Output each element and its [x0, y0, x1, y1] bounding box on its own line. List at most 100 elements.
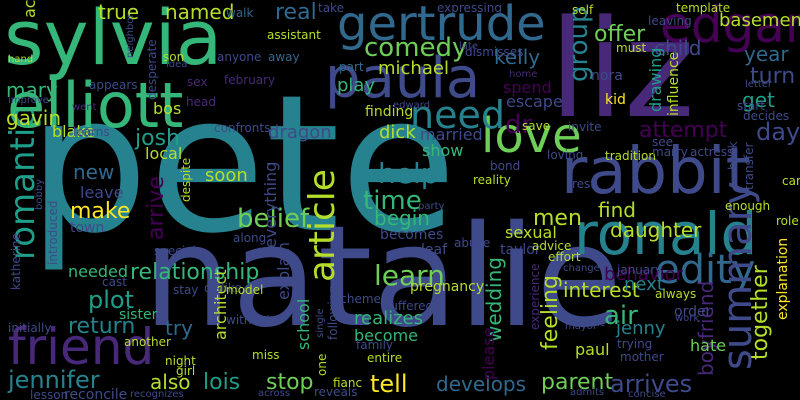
- word-soon: soon: [205, 165, 248, 186]
- word-along: along: [233, 231, 267, 245]
- word-time: time: [363, 186, 422, 216]
- word-group: group: [564, 6, 594, 82]
- word-try: try: [165, 316, 193, 340]
- word-improve: improve: [8, 95, 49, 106]
- word-entire: entire: [367, 351, 403, 365]
- word-mother: mother: [620, 350, 664, 364]
- word-mayor: mayor: [565, 321, 598, 332]
- word-night: night: [165, 354, 196, 368]
- word-walk: walk: [226, 6, 254, 20]
- word-relationship: relationship: [130, 260, 260, 285]
- word-letter: letter: [745, 79, 773, 90]
- word-leave: leave: [80, 183, 124, 202]
- word-true: true: [98, 0, 140, 24]
- word-realizes: realizes: [354, 308, 424, 329]
- word-return: return: [68, 314, 136, 339]
- word-arrive: arrive: [144, 176, 169, 240]
- word-jennifer: jennifer: [8, 366, 100, 394]
- word-see: see: [652, 135, 674, 149]
- word-basement: basement: [719, 10, 800, 31]
- word-neighbor: neighbor: [125, 13, 136, 58]
- word-need: need: [410, 93, 505, 137]
- word-explanation: explanation: [775, 237, 791, 320]
- word-architect: architect: [211, 269, 230, 340]
- word-jenny: jenny: [616, 318, 666, 339]
- word-tell: tell: [370, 370, 408, 398]
- word-despite: despite: [179, 157, 193, 202]
- word-taylor: taylor: [500, 242, 541, 258]
- word-josh: josh: [135, 126, 180, 151]
- word-dismisses: dismisses: [465, 45, 524, 59]
- word-trying: trying: [617, 337, 653, 351]
- word-part: part: [339, 60, 364, 74]
- word-suffered: suffered: [384, 299, 434, 313]
- word-start: start: [737, 99, 765, 113]
- word-learns: learns: [73, 125, 110, 139]
- word-named: named: [165, 0, 235, 24]
- word-sister: sister: [119, 307, 158, 323]
- word-begin: begin: [374, 206, 430, 230]
- word-behavior: behavior: [604, 264, 684, 285]
- word-natalie: natalie: [143, 196, 623, 359]
- word-january: january: [617, 263, 663, 277]
- word-confronts: confronts: [214, 121, 271, 135]
- word-went: went: [72, 102, 97, 113]
- word-escape: escape: [506, 92, 563, 111]
- word-loving: loving: [547, 148, 584, 162]
- word-fianc: fianc: [333, 376, 363, 390]
- word-lesson: lesson: [30, 388, 69, 400]
- word-must: must: [616, 41, 647, 55]
- word-away: away: [268, 50, 300, 64]
- word-cast: cast: [102, 275, 127, 289]
- word-elliott: elliott: [7, 69, 184, 142]
- word-abuse: abuse: [454, 236, 491, 250]
- word-explain: explain: [274, 241, 293, 300]
- word-rest: rest: [572, 177, 596, 191]
- word-bos: bos: [153, 99, 182, 118]
- word-car: car: [782, 174, 800, 188]
- word-sex: sex: [187, 75, 208, 89]
- word-belief: belief: [237, 204, 310, 234]
- word-across: across: [258, 388, 291, 399]
- word-reconcile: reconcile: [64, 387, 128, 400]
- word-dick: dick: [379, 122, 416, 143]
- word-article: article: [302, 169, 343, 282]
- word-admits: admits: [570, 387, 605, 398]
- word-assistant: assistant: [267, 28, 321, 42]
- word-men: men: [533, 206, 582, 231]
- word-bond: bond: [490, 159, 521, 173]
- word-change: change: [563, 263, 600, 274]
- word-hate: hate: [690, 336, 727, 355]
- word-back: back: [726, 141, 740, 170]
- word-anyone: anyone: [217, 50, 262, 64]
- word-katherine: katherine: [9, 232, 23, 290]
- word-take: take: [318, 1, 344, 15]
- word-without: without: [226, 313, 272, 327]
- word-following: following: [326, 286, 340, 340]
- word-order: order: [674, 304, 712, 320]
- word-dragon: dragon: [268, 122, 332, 143]
- word-day: day: [756, 118, 800, 146]
- word-make: make: [70, 199, 131, 224]
- word-enough: enough: [725, 199, 771, 213]
- word-recognizes: recognizes: [130, 389, 184, 400]
- word-home: home: [509, 69, 538, 80]
- word-edward: edward: [393, 100, 431, 111]
- word-effort: effort: [548, 250, 581, 264]
- word-boyfriend: boyfriend: [694, 280, 718, 376]
- word-dislike: dislike: [204, 281, 242, 295]
- word-stop: stop: [266, 370, 314, 395]
- word-edity: edity: [655, 247, 756, 293]
- word-next: next: [624, 274, 664, 295]
- word-visit: visit: [580, 315, 605, 329]
- word-later: later: [473, 292, 484, 316]
- word-becomes: becomes: [380, 227, 444, 243]
- word-paula: paula: [325, 46, 481, 111]
- word-attempt: attempt: [639, 118, 728, 143]
- word-drawing: drawing: [646, 47, 665, 112]
- word-get: get: [742, 88, 775, 112]
- word-spend: spend: [503, 78, 552, 97]
- word-pete: pete: [28, 54, 457, 275]
- word-kid: kid: [605, 92, 626, 108]
